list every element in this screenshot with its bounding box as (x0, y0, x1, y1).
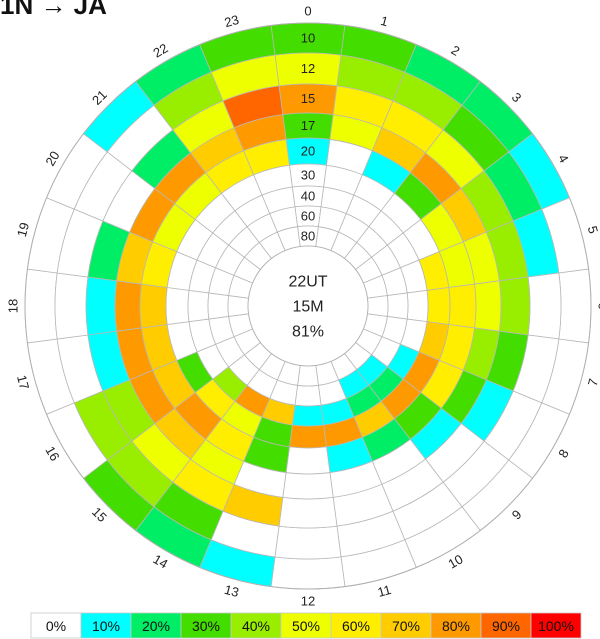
cell-60-6 (386, 292, 409, 320)
freq-label-20: 20 (301, 144, 315, 159)
outer-ring (24, 22, 592, 590)
hour-label-3: 3 (509, 90, 525, 106)
hour-label-17: 17 (14, 373, 32, 391)
cell-30-6 (426, 287, 451, 325)
cell-60-12 (294, 384, 322, 407)
freq-label-60: 60 (301, 209, 315, 224)
hour-label-22: 22 (150, 40, 170, 60)
cell-40-12 (291, 404, 325, 427)
legend-label-8: 80% (442, 618, 470, 634)
cell-12-6 (527, 272, 562, 340)
cell-10-6 (558, 268, 592, 344)
legend-label-2: 20% (142, 618, 170, 634)
cell-17-12 (282, 472, 334, 500)
cell-60-18 (207, 292, 230, 320)
freq-label-17: 17 (301, 118, 315, 133)
hour-label-7: 7 (585, 377, 600, 388)
hour-label-18: 18 (6, 299, 21, 313)
page-title: 1N → JA (0, 0, 107, 20)
cell-15-18 (85, 276, 118, 336)
cell-12-18 (54, 272, 89, 340)
cell-40-18 (187, 289, 210, 323)
cell-15-12 (278, 496, 338, 529)
hour-label-12: 12 (301, 594, 315, 609)
hour-label-2: 2 (449, 42, 463, 59)
hour-label-10: 10 (445, 551, 465, 571)
hour-label-4: 4 (555, 152, 572, 166)
hour-label-8: 8 (555, 447, 572, 461)
legend-swatch-9 (480, 612, 532, 639)
freq-label-40: 40 (301, 189, 315, 204)
legend-label-6: 60% (342, 618, 370, 634)
hour-label-13: 13 (223, 582, 241, 600)
freq-label-10: 10 (301, 31, 315, 46)
legend-label-5: 50% (292, 618, 320, 634)
hour-label-0: 0 (304, 4, 311, 19)
center-time: 22UT (288, 274, 327, 291)
cell-10-18 (24, 268, 58, 344)
freq-label-15: 15 (301, 91, 315, 106)
cell-20-6 (448, 283, 477, 329)
center-ring (247, 245, 369, 367)
legend-swatch-10 (530, 612, 582, 639)
cell-17-18 (114, 280, 142, 332)
cell-80-12 (297, 365, 319, 387)
color-scale-legend: 0% 10% 20% 30% 40% 50% 60% 70% 80% 90% 100% (30, 612, 582, 639)
cell-80-18 (227, 295, 249, 317)
legend-label-3: 30% (192, 618, 220, 634)
hour-label-23: 23 (223, 12, 241, 30)
freq-label-30: 30 (301, 168, 315, 183)
cell-30-12 (289, 424, 327, 449)
legend-label-0: 0% (46, 618, 66, 634)
hour-label-5: 5 (585, 224, 600, 235)
cell-40-6 (406, 289, 429, 323)
hour-label-1: 1 (379, 13, 390, 29)
center-freq: 15M (292, 299, 323, 316)
hour-label-20: 20 (42, 148, 62, 168)
legend-label-7: 70% (392, 618, 420, 634)
hour-label-11: 11 (376, 582, 393, 600)
cell-17-6 (474, 280, 502, 332)
cell-12-12 (274, 525, 342, 560)
hour-label-9: 9 (509, 507, 525, 523)
legend-label-10: 100% (538, 618, 574, 634)
hour-label-21: 21 (89, 87, 110, 108)
legend-label-9: 90% (492, 618, 520, 634)
hour-label-16: 16 (42, 443, 62, 463)
hour-label-6: 6 (596, 302, 600, 309)
cell-20-18 (139, 283, 168, 329)
propagation-polar-chart: 0123456789101112131415161718192021222310… (6, 4, 600, 609)
cell-10-12 (270, 556, 346, 590)
center-value: 81% (292, 324, 324, 341)
legend-label-1: 10% (92, 618, 120, 634)
legend-swatch-6 (330, 612, 382, 639)
legend-swatch-8 (430, 612, 482, 639)
freq-label-12: 12 (301, 61, 315, 76)
hour-label-15: 15 (89, 504, 110, 525)
hour-label-14: 14 (150, 551, 170, 571)
cell-30-18 (165, 287, 190, 325)
cell-80-6 (367, 295, 389, 317)
legend-label-4: 40% (242, 618, 270, 634)
hour-label-19: 19 (14, 221, 32, 239)
legend-swatch-3 (180, 612, 232, 639)
legend-swatch-1 (80, 612, 132, 639)
cell-20-12 (285, 446, 331, 475)
freq-label-80: 80 (301, 229, 315, 244)
cell-15-6 (498, 276, 531, 336)
